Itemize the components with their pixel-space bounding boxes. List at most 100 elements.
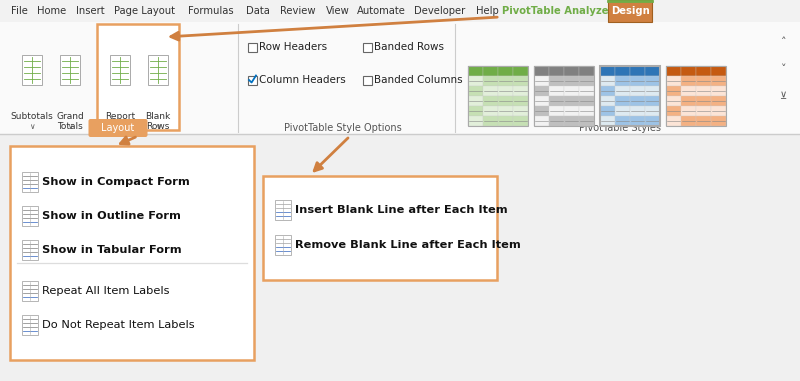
Text: Banded Rows: Banded Rows [374, 42, 444, 52]
Bar [600, 66, 660, 126]
Bar [600, 76, 615, 86]
Bar [600, 106, 615, 116]
Bar [483, 86, 498, 96]
Text: ∨: ∨ [117, 122, 123, 131]
Text: Show in Tabular Form: Show in Tabular Form [42, 245, 182, 255]
Bar [615, 96, 630, 106]
Bar [564, 96, 579, 106]
Bar [615, 116, 630, 126]
Text: Formulas: Formulas [188, 6, 234, 16]
Text: View: View [326, 6, 350, 16]
FancyBboxPatch shape [110, 55, 130, 85]
Bar [630, 116, 645, 126]
Text: File: File [10, 6, 27, 16]
Text: Column Headers: Column Headers [259, 75, 346, 85]
Text: Blank
Rows: Blank Rows [146, 112, 170, 131]
FancyBboxPatch shape [60, 55, 80, 85]
Text: ˅: ˅ [781, 64, 787, 74]
Bar [564, 76, 579, 86]
Text: Subtotals: Subtotals [10, 112, 54, 121]
Bar [513, 116, 528, 126]
Bar [564, 86, 579, 96]
Bar [645, 116, 660, 126]
Bar [630, 66, 645, 76]
Bar [711, 116, 726, 126]
Text: Help: Help [476, 6, 498, 16]
Bar [630, 76, 645, 86]
Bar [681, 66, 696, 76]
Bar [483, 96, 498, 106]
Bar [630, 86, 645, 96]
Text: ˄: ˄ [781, 37, 787, 47]
Bar [711, 106, 726, 116]
Bar [615, 106, 630, 116]
Text: PivotTable Styles: PivotTable Styles [579, 123, 661, 133]
Bar [600, 86, 615, 96]
Bar [681, 96, 696, 106]
Bar [534, 106, 549, 116]
Bar [579, 116, 594, 126]
Bar [498, 86, 513, 96]
Bar [513, 96, 528, 106]
Bar [483, 76, 498, 86]
Bar [468, 66, 528, 126]
Text: Insert: Insert [76, 6, 104, 16]
Bar [600, 116, 615, 126]
Text: Design: Design [610, 6, 650, 16]
Bar [534, 76, 549, 86]
Bar [579, 76, 594, 86]
Bar [711, 86, 726, 96]
Bar [534, 86, 549, 96]
Text: Row Headers: Row Headers [259, 42, 327, 52]
Bar [483, 116, 498, 126]
Bar [248, 43, 257, 51]
Bar [645, 96, 660, 106]
FancyBboxPatch shape [275, 200, 291, 220]
Bar [0, 134, 800, 381]
Bar [549, 86, 564, 96]
FancyBboxPatch shape [22, 172, 38, 192]
Bar [363, 43, 372, 51]
Text: Review: Review [280, 6, 316, 16]
FancyBboxPatch shape [10, 146, 254, 360]
FancyBboxPatch shape [97, 24, 179, 130]
Bar [248, 75, 257, 85]
Bar [600, 96, 615, 106]
Bar [696, 116, 711, 126]
Bar [468, 76, 483, 86]
Bar [579, 106, 594, 116]
Bar [483, 66, 498, 76]
Text: Data: Data [246, 6, 270, 16]
Bar [549, 96, 564, 106]
Text: Layout: Layout [102, 123, 134, 133]
Bar [513, 66, 528, 76]
Bar [564, 116, 579, 126]
Bar [711, 66, 726, 76]
Bar [549, 66, 564, 76]
Bar [534, 66, 549, 76]
Bar [696, 86, 711, 96]
Bar [681, 86, 696, 96]
FancyBboxPatch shape [263, 176, 497, 280]
Bar [666, 66, 681, 76]
Bar [549, 106, 564, 116]
Bar [666, 76, 681, 86]
Bar [534, 116, 549, 126]
Bar [498, 106, 513, 116]
Bar [534, 66, 594, 126]
Text: Show in Compact Form: Show in Compact Form [42, 177, 190, 187]
FancyBboxPatch shape [275, 235, 291, 255]
FancyBboxPatch shape [148, 55, 168, 85]
Bar [483, 106, 498, 116]
Bar [549, 76, 564, 86]
Bar [681, 106, 696, 116]
Text: Home: Home [38, 6, 66, 16]
Bar [696, 66, 711, 76]
Bar [681, 76, 696, 86]
Bar [498, 116, 513, 126]
Bar [579, 86, 594, 96]
Bar [579, 96, 594, 106]
Bar [681, 116, 696, 126]
FancyBboxPatch shape [22, 240, 38, 259]
Text: Show in Outline Form: Show in Outline Form [42, 211, 181, 221]
